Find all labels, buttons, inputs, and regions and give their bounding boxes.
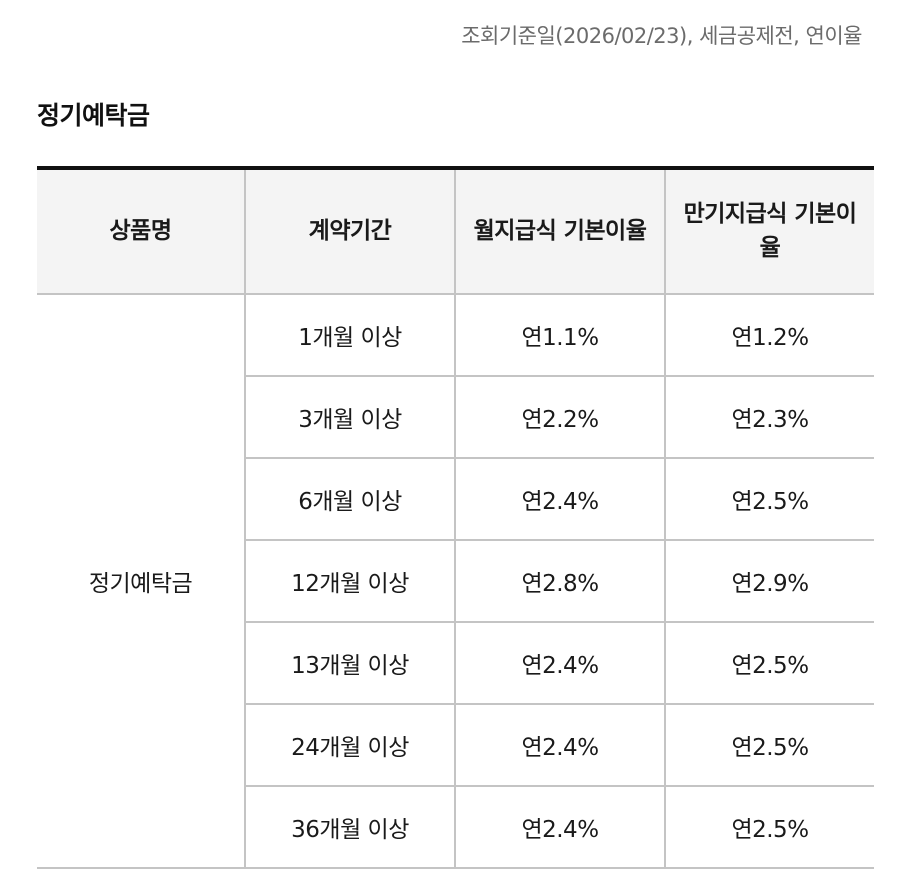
maturity-rate-cell: 연2.5% [664,704,874,787]
term-cell: 1개월 이상 [244,294,455,377]
table-row: 12개월 이상 연2.8% 연2.9% [37,540,874,623]
table-row: 3개월 이상 연2.2% 연2.3% [37,376,874,459]
rate-notice: 조회기준일(2026/02/23), 세금공제전, 연이율 [461,24,862,48]
maturity-rate-cell: 연2.3% [664,376,874,459]
term-cell: 24개월 이상 [244,704,455,787]
interest-rate-table: 상품명 계약기간 월지급식 기본이율 만기지급식 기본이율 정기예탁금 1개월 … [37,166,874,869]
table-row: 36개월 이상 연2.4% 연2.5% [37,786,874,868]
table-row: 6개월 이상 연2.4% 연2.5% [37,458,874,541]
header-product-name: 상품명 [37,168,245,295]
monthly-rate-cell: 연2.4% [454,622,665,705]
maturity-rate-cell: 연1.2% [664,294,874,377]
table-row: 24개월 이상 연2.4% 연2.5% [37,704,874,787]
header-contract-term: 계약기간 [244,168,455,295]
monthly-rate-cell: 연2.2% [454,376,665,459]
header-maturity-rate: 만기지급식 기본이율 [664,168,874,295]
table-row: 정기예탁금 1개월 이상 연1.1% 연1.2% [37,294,874,869]
section-title: 정기예탁금 [37,101,150,130]
maturity-rate-cell: 연2.5% [664,458,874,541]
monthly-rate-cell: 연2.4% [454,458,665,541]
term-cell: 13개월 이상 [244,622,455,705]
monthly-rate-cell: 연2.4% [454,786,665,868]
term-cell: 3개월 이상 [244,376,455,459]
term-cell: 12개월 이상 [244,540,455,623]
term-cell: 6개월 이상 [244,458,455,541]
monthly-rate-cell: 연2.8% [454,540,665,623]
monthly-rate-cell: 연2.4% [454,704,665,787]
table-row: 13개월 이상 연2.4% 연2.5% [37,622,874,705]
maturity-rate-cell: 연2.5% [664,622,874,705]
monthly-rate-cell: 연1.1% [454,294,665,377]
maturity-rate-cell: 연2.5% [664,786,874,868]
maturity-rate-cell: 연2.9% [664,540,874,623]
term-cell: 36개월 이상 [244,786,455,868]
header-monthly-rate: 월지급식 기본이율 [454,168,665,295]
table-header-row: 상품명 계약기간 월지급식 기본이율 만기지급식 기본이율 [37,168,874,295]
product-name-cell: 정기예탁금 [37,294,245,869]
